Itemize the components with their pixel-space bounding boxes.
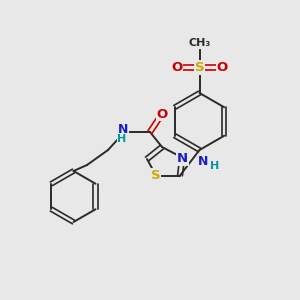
Text: O: O <box>156 107 168 121</box>
Text: S: S <box>195 61 204 74</box>
Text: N: N <box>177 152 188 166</box>
Text: O: O <box>171 61 183 74</box>
Text: CH₃: CH₃ <box>188 38 211 49</box>
Text: O: O <box>216 61 228 74</box>
Text: N: N <box>118 123 128 136</box>
Text: H: H <box>210 161 219 171</box>
Text: N: N <box>198 155 208 168</box>
Text: S: S <box>151 169 161 182</box>
Text: H: H <box>118 134 127 145</box>
